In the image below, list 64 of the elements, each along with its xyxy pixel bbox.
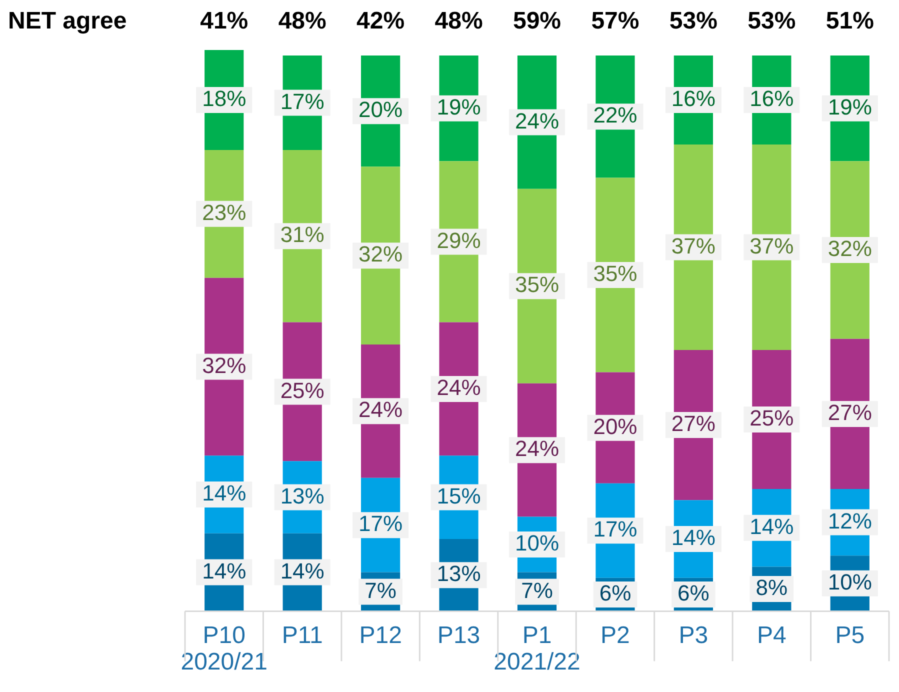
x-tick-label: P1 2021/22 — [494, 622, 580, 676]
data-label: 10% — [828, 569, 872, 594]
data-label: 12% — [828, 508, 872, 534]
data-label: 17% — [358, 511, 403, 536]
data-label: 32% — [828, 236, 872, 262]
data-label: 13% — [436, 561, 481, 586]
data-label: 27% — [671, 411, 716, 436]
data-label: 20% — [593, 414, 638, 439]
x-tick-label: P3 — [678, 622, 708, 650]
data-label: 24% — [358, 397, 403, 422]
data-label: 24% — [436, 375, 481, 400]
text: 53% — [748, 8, 796, 35]
data-label: 8% — [756, 575, 788, 600]
data-label: 14% — [280, 558, 324, 584]
data-label: 14% — [202, 480, 246, 506]
data-label: 7% — [364, 578, 396, 603]
data-label: 16% — [671, 86, 716, 112]
data-label: 17% — [593, 516, 638, 542]
data-label: 27% — [828, 400, 872, 426]
x-tick-label: P5 — [835, 622, 865, 650]
x-tick-label: P13 — [437, 622, 480, 650]
data-label: 20% — [358, 97, 403, 122]
data-label: 37% — [671, 233, 716, 258]
data-label: 32% — [202, 352, 246, 378]
text: 57% — [591, 8, 640, 35]
x-tick-label: P2 — [600, 622, 630, 650]
data-label: 15% — [436, 483, 481, 508]
data-label: 24% — [514, 108, 560, 134]
data-label: 29% — [436, 228, 481, 253]
text: 51% — [826, 8, 874, 35]
x-tick-label: P12 — [359, 622, 402, 650]
data-label: 32% — [358, 242, 403, 267]
data-label: 10% — [514, 530, 560, 556]
text: 42% — [356, 8, 405, 35]
data-label: 13% — [280, 483, 324, 508]
text: NET agree — [8, 8, 127, 35]
data-label: 35% — [593, 261, 638, 286]
data-label: 25% — [280, 378, 324, 403]
data-label: 7% — [521, 578, 553, 603]
data-label: 14% — [750, 514, 794, 539]
data-label: 23% — [202, 200, 246, 225]
text: 53% — [669, 8, 718, 35]
data-label: 16% — [750, 86, 794, 112]
text: 59% — [512, 8, 562, 35]
data-label: 6% — [599, 580, 632, 606]
data-label: 22% — [593, 102, 638, 128]
data-label: 14% — [202, 558, 246, 584]
data-label: 17% — [280, 88, 324, 114]
x-tick-label: P4 — [756, 622, 786, 650]
data-label: 19% — [828, 94, 872, 120]
data-label: 18% — [202, 86, 246, 112]
data-label: 35% — [514, 272, 560, 298]
data-label: 25% — [750, 406, 794, 431]
data-label: 31% — [280, 222, 324, 248]
text: 41% — [200, 8, 248, 35]
data-label: 19% — [436, 94, 481, 120]
data-label: 24% — [514, 436, 560, 462]
data-label: 6% — [678, 580, 710, 606]
x-tick-label: P11 — [282, 622, 323, 650]
text: 48% — [434, 8, 483, 35]
data-label: 37% — [750, 233, 794, 258]
text: 48% — [278, 8, 326, 35]
data-label: 14% — [671, 525, 716, 550]
x-tick-label: P10 2020/21 — [180, 622, 268, 676]
